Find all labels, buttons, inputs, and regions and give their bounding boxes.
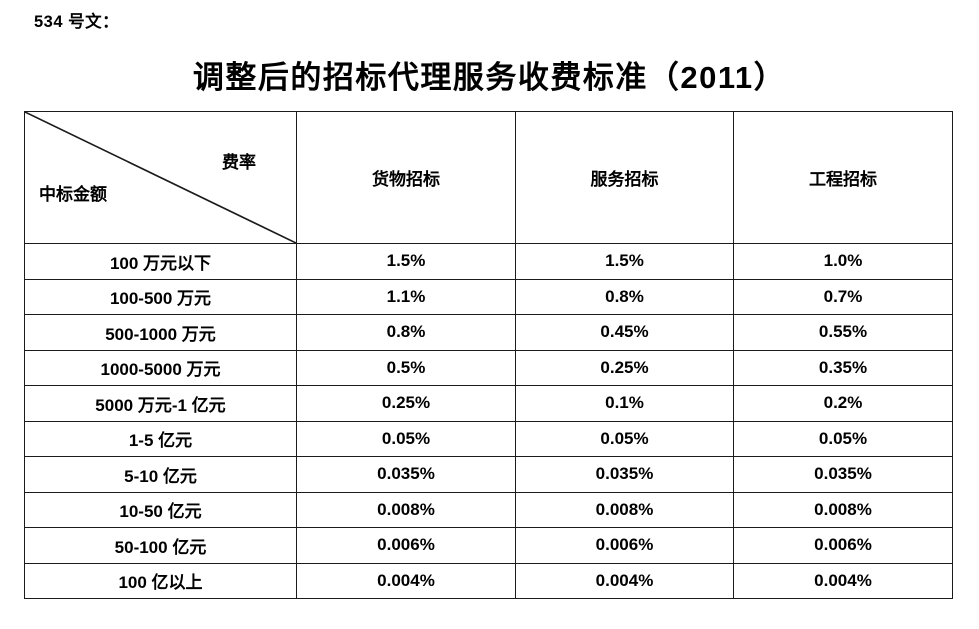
corner-label-rate: 费率: [222, 153, 256, 172]
rate-cell: 0.004%: [733, 562, 953, 599]
rate-cell: 0.45%: [515, 314, 734, 351]
rate-cell: 0.004%: [296, 562, 516, 599]
table-row: 100 亿以上 0.004% 0.004% 0.004%: [24, 562, 953, 599]
diagonal-line: [25, 112, 296, 243]
rate-cell: 0.008%: [296, 491, 516, 528]
diagonal-corner-cell: 费率 中标金额: [24, 111, 297, 244]
amount-range-cell: 5-10 亿元: [24, 456, 297, 493]
amount-range-cell: 100 万元以下: [24, 243, 297, 280]
rate-cell: 0.35%: [733, 349, 953, 386]
rate-cell: 0.008%: [733, 491, 953, 528]
fee-rate-table: 费率 中标金额 货物招标 服务招标 工程招标 100 万元以下 1.5% 1.5…: [24, 111, 953, 599]
rate-cell: 1.0%: [733, 243, 953, 280]
column-header-goods: 货物招标: [296, 111, 516, 244]
column-header-service: 服务招标: [515, 111, 734, 244]
table-row: 100-500 万元 1.1% 0.8% 0.7%: [24, 278, 953, 315]
rate-cell: 0.006%: [296, 527, 516, 564]
table-row: 500-1000 万元 0.8% 0.45% 0.55%: [24, 314, 953, 351]
rate-cell: 0.05%: [296, 420, 516, 457]
amount-range-cell: 500-1000 万元: [24, 314, 297, 351]
column-header-engineering: 工程招标: [733, 111, 953, 244]
amount-range-cell: 10-50 亿元: [24, 491, 297, 528]
rate-cell: 0.035%: [296, 456, 516, 493]
rate-cell: 0.55%: [733, 314, 953, 351]
rate-cell: 0.8%: [515, 278, 734, 315]
rate-cell: 0.006%: [733, 527, 953, 564]
corner-label-amount: 中标金额: [39, 185, 107, 204]
rate-cell: 0.8%: [296, 314, 516, 351]
page-title: 调整后的招标代理服务收费标准（2011）: [192, 60, 787, 95]
rate-cell: 0.1%: [515, 385, 734, 422]
rate-cell: 0.035%: [733, 456, 953, 493]
rate-cell: 0.05%: [733, 420, 953, 457]
rate-cell: 0.006%: [515, 527, 734, 564]
rate-cell: 1.5%: [296, 243, 516, 280]
table-row: 100 万元以下 1.5% 1.5% 1.0%: [24, 243, 953, 280]
rate-cell: 0.5%: [296, 349, 516, 386]
table-row: 10-50 亿元 0.008% 0.008% 0.008%: [24, 491, 953, 528]
rate-cell: 0.035%: [515, 456, 734, 493]
rate-cell: 0.7%: [733, 278, 953, 315]
amount-range-cell: 100-500 万元: [24, 278, 297, 315]
rate-cell: 0.25%: [296, 385, 516, 422]
rate-cell: 0.004%: [515, 562, 734, 599]
table-row: 1-5 亿元 0.05% 0.05% 0.05%: [24, 420, 953, 457]
rate-cell: 0.2%: [733, 385, 953, 422]
rate-cell: 1.5%: [515, 243, 734, 280]
table-row: 5-10 亿元 0.035% 0.035% 0.035%: [24, 456, 953, 493]
table-header-row: 费率 中标金额 货物招标 服务招标 工程招标: [24, 111, 953, 244]
amount-range-cell: 100 亿以上: [24, 562, 297, 599]
rate-cell: 1.1%: [296, 278, 516, 315]
table-row: 50-100 亿元 0.006% 0.006% 0.006%: [24, 527, 953, 564]
amount-range-cell: 1-5 亿元: [24, 420, 297, 457]
rate-cell: 0.25%: [515, 349, 734, 386]
amount-range-cell: 50-100 亿元: [24, 527, 297, 564]
table-row: 1000-5000 万元 0.5% 0.25% 0.35%: [24, 349, 953, 386]
rate-cell: 0.008%: [515, 491, 734, 528]
table-row: 5000 万元-1 亿元 0.25% 0.1% 0.2%: [24, 385, 953, 422]
amount-range-cell: 5000 万元-1 亿元: [24, 385, 297, 422]
amount-range-cell: 1000-5000 万元: [24, 349, 297, 386]
rate-cell: 0.05%: [515, 420, 734, 457]
document-ref-label: 534 号文：: [34, 13, 120, 31]
